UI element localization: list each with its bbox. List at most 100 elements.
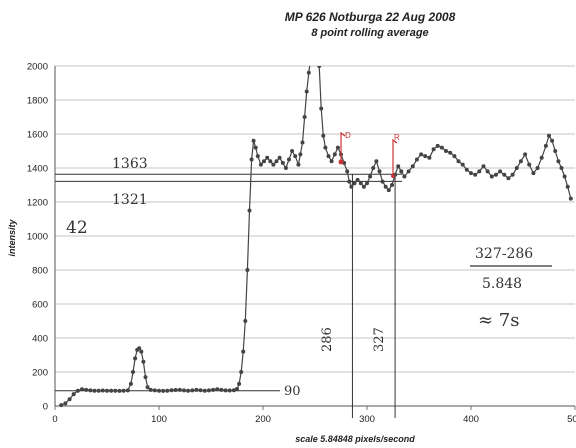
data-point xyxy=(165,388,170,393)
data-point xyxy=(410,164,415,169)
data-point xyxy=(59,403,64,408)
label-difference: 42 xyxy=(66,218,88,238)
data-point xyxy=(241,349,246,354)
data-point xyxy=(444,149,448,153)
data-series xyxy=(59,56,573,408)
formula-annotation: 327-286 5.848 ≈ 7s xyxy=(470,246,552,331)
data-point xyxy=(535,166,540,170)
data-point xyxy=(63,401,68,406)
data-point xyxy=(402,174,407,179)
data-point xyxy=(173,388,178,392)
data-point xyxy=(477,169,482,174)
x-axis-label: scale 5.84848 pixels/second xyxy=(295,434,415,444)
data-point xyxy=(396,164,401,169)
data-point xyxy=(335,145,340,150)
data-point xyxy=(105,388,109,393)
data-point xyxy=(473,172,478,177)
data-point xyxy=(253,145,258,150)
x-tick-label: 200 xyxy=(255,414,271,425)
data-point xyxy=(553,149,558,153)
data-point xyxy=(464,167,469,172)
data-point xyxy=(347,179,352,184)
data-point xyxy=(506,176,511,181)
data-point xyxy=(235,387,239,391)
data-point xyxy=(383,184,388,189)
data-point xyxy=(237,381,242,386)
data-point xyxy=(300,140,305,145)
data-point xyxy=(249,157,254,162)
y-tick-label: 200 xyxy=(32,368,48,379)
data-point xyxy=(386,188,391,193)
formula-numerator: 327-286 xyxy=(475,246,533,262)
data-point xyxy=(255,154,260,159)
data-point xyxy=(306,70,311,75)
data-point xyxy=(182,388,186,393)
x-axis-ticks: 0 100 200 300 400 500 xyxy=(52,406,576,425)
data-point xyxy=(456,159,461,164)
data-point xyxy=(100,388,105,393)
data-point xyxy=(371,166,376,170)
y-tick-label: 2000 xyxy=(27,62,48,73)
data-point xyxy=(510,172,515,177)
label-1363: 1363 xyxy=(112,156,148,172)
data-point xyxy=(194,387,199,392)
data-point xyxy=(323,145,328,150)
formula-denominator: 5.848 xyxy=(482,276,522,292)
data-point xyxy=(186,388,191,393)
data-point xyxy=(145,385,150,390)
data-point xyxy=(319,106,324,111)
data-point xyxy=(543,143,548,148)
marker-d-annotation: D xyxy=(338,131,351,165)
data-point xyxy=(358,181,363,186)
formula-result: ≈ 7s xyxy=(478,310,520,331)
y-axis-label: intensity xyxy=(7,219,17,257)
data-point xyxy=(423,154,428,159)
y-tick-label: 1200 xyxy=(27,198,48,209)
data-point xyxy=(399,169,404,174)
data-point xyxy=(481,164,486,169)
data-point xyxy=(131,370,135,374)
y-tick-label: 1000 xyxy=(27,232,48,243)
data-point xyxy=(67,397,72,402)
data-point xyxy=(414,157,419,162)
y-tick-label: 0 xyxy=(43,402,48,413)
plot-frame xyxy=(54,66,575,407)
data-point xyxy=(283,166,288,170)
data-point xyxy=(277,155,282,160)
data-point xyxy=(562,174,567,179)
data-point xyxy=(427,155,432,160)
data-point xyxy=(202,388,207,393)
y-tick-label: 600 xyxy=(32,300,48,311)
data-point xyxy=(137,346,142,351)
data-point xyxy=(109,388,114,393)
data-point xyxy=(309,56,313,60)
label-90: 90 xyxy=(284,384,301,399)
data-point xyxy=(431,147,436,152)
data-point xyxy=(550,138,555,143)
data-point xyxy=(268,159,273,164)
y-tick-label: 400 xyxy=(32,334,48,345)
data-point xyxy=(148,387,153,392)
data-point xyxy=(565,184,570,189)
data-point xyxy=(215,387,220,392)
data-point xyxy=(527,162,532,167)
data-point xyxy=(239,370,244,374)
data-point xyxy=(377,169,382,174)
x-tick-label: 0 xyxy=(52,414,57,425)
data-point xyxy=(317,66,322,68)
data-point xyxy=(419,152,424,157)
label-1321: 1321 xyxy=(112,192,148,208)
label-286: 286 xyxy=(320,327,335,352)
data-point xyxy=(332,152,337,157)
data-point xyxy=(190,388,195,393)
data-point xyxy=(117,388,122,393)
data-point xyxy=(125,388,130,393)
y-tick-label: 1800 xyxy=(27,96,48,107)
x-tick-label: 500 xyxy=(567,414,576,425)
data-point xyxy=(152,388,157,393)
data-point xyxy=(177,387,182,392)
data-point xyxy=(113,388,118,393)
chart-subtitle: 8 point rolling average xyxy=(311,27,428,39)
data-point xyxy=(523,152,528,157)
data-point xyxy=(71,392,76,397)
